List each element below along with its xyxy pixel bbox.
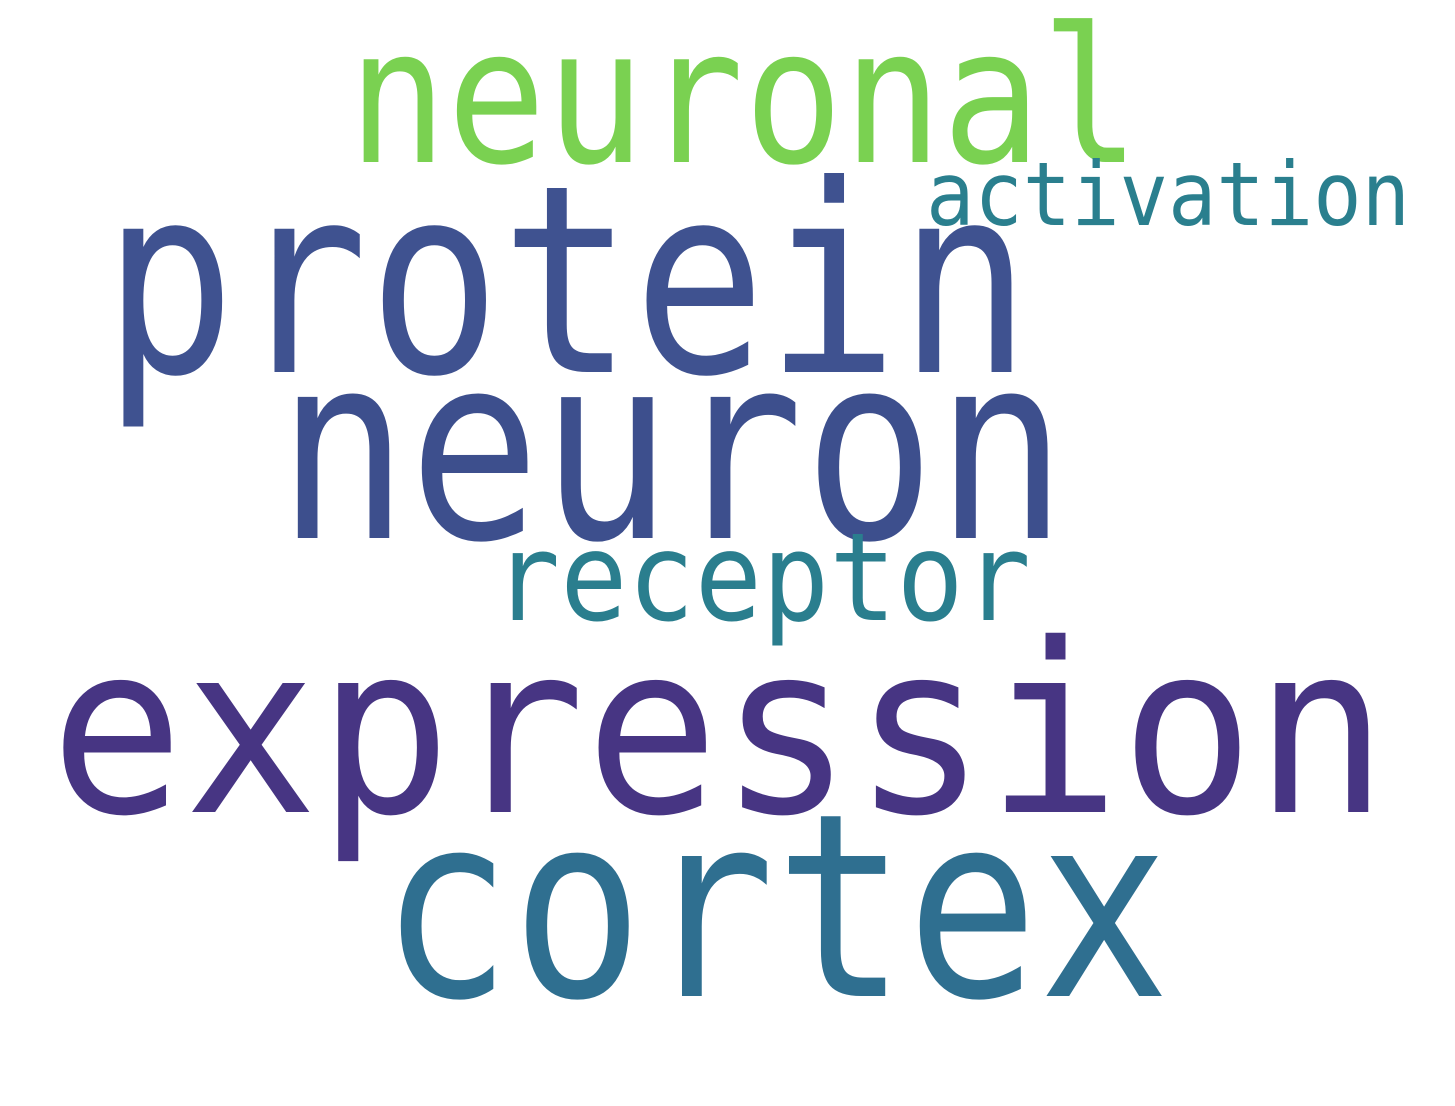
word-neuronal: neuronal [348,0,1140,207]
word-activation: activation [926,143,1410,246]
word-cortex: cortex [380,759,1170,1057]
word-protein: protein [103,129,1031,434]
word-receptor: receptor [493,507,1031,649]
word-expression: expression [50,593,1388,868]
word-neuron: neuron [277,299,1067,599]
